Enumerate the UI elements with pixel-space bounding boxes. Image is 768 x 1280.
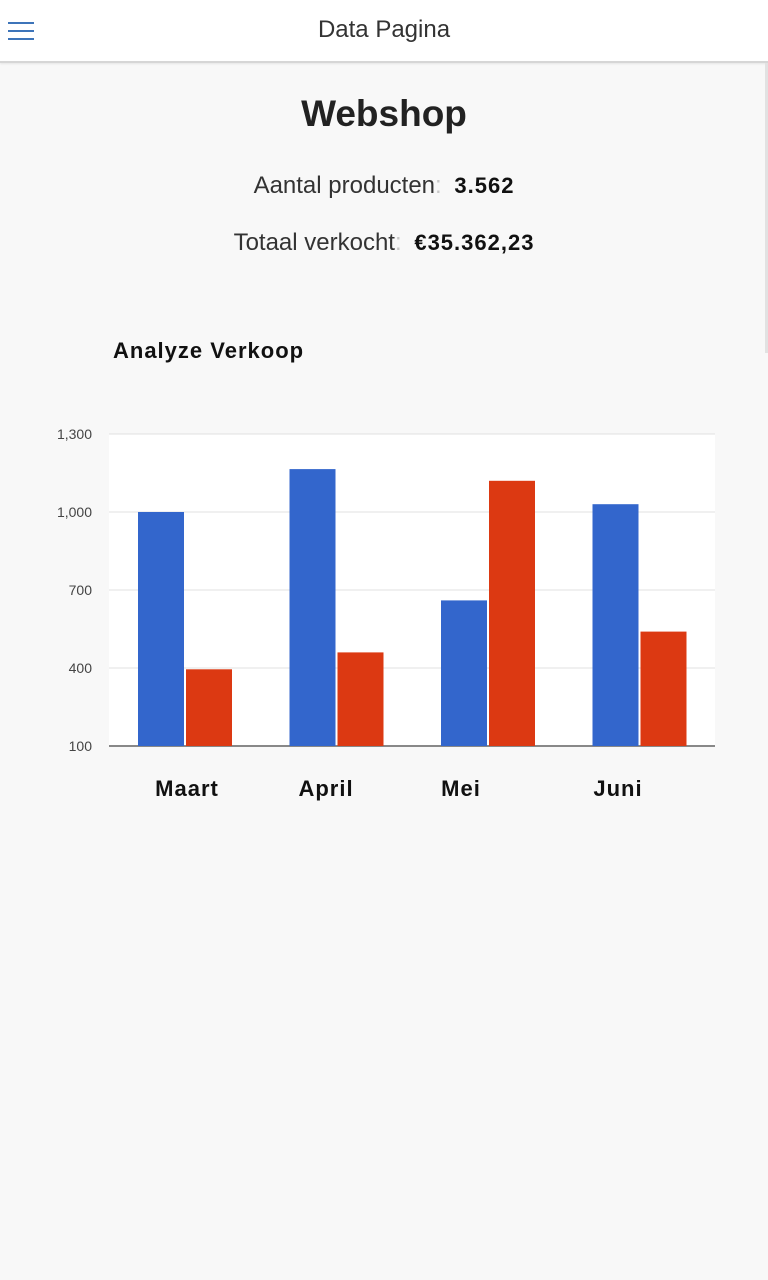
stat-total-sold-label: Totaal verkocht <box>233 229 395 256</box>
y-tick-label: 100 <box>69 738 93 754</box>
bar-april-series-2[interactable] <box>337 652 384 746</box>
y-tick-label: 1,300 <box>57 426 92 442</box>
stat-total-sold: Totaal verkocht: €35.362,23 <box>233 229 535 256</box>
x-label-mei: Mei <box>441 776 481 801</box>
x-label-maart: Maart <box>155 776 219 801</box>
bar-mei-series-2[interactable] <box>489 480 535 746</box>
x-label-april: April <box>298 776 353 801</box>
hamburger-menu-icon[interactable] <box>6 18 36 44</box>
y-tick-label: 700 <box>69 582 93 598</box>
scrollbar[interactable] <box>765 63 768 353</box>
top-bar: Data Pagina <box>0 0 768 63</box>
stat-products-label: Aantal producten <box>253 172 436 199</box>
y-tick-label: 400 <box>69 660 93 676</box>
y-tick-label: 1,000 <box>57 504 92 520</box>
stat-products-value: 3.562 <box>454 173 515 198</box>
app-title: Data Pagina <box>317 16 451 43</box>
bar-juni-series-1[interactable] <box>592 504 639 746</box>
stat-total-sold-value: €35.362,23 <box>414 230 535 255</box>
bar-juni-series-2[interactable] <box>640 631 687 746</box>
page-title: Webshop <box>301 93 467 134</box>
bar-april-series-1[interactable] <box>289 469 336 746</box>
x-label-juni: Juni <box>593 776 642 801</box>
bar-mei-series-1[interactable] <box>441 600 487 746</box>
bar-maart-series-2[interactable] <box>186 669 232 746</box>
sales-bar-chart: 1,300 1,000 700 400 100 Maart April Mei Juni <box>57 426 715 801</box>
bar-maart-series-1[interactable] <box>138 512 184 746</box>
chart-title: Analyze Verkoop <box>113 338 305 363</box>
stat-products: Aantal producten: 3.562 <box>253 172 515 199</box>
